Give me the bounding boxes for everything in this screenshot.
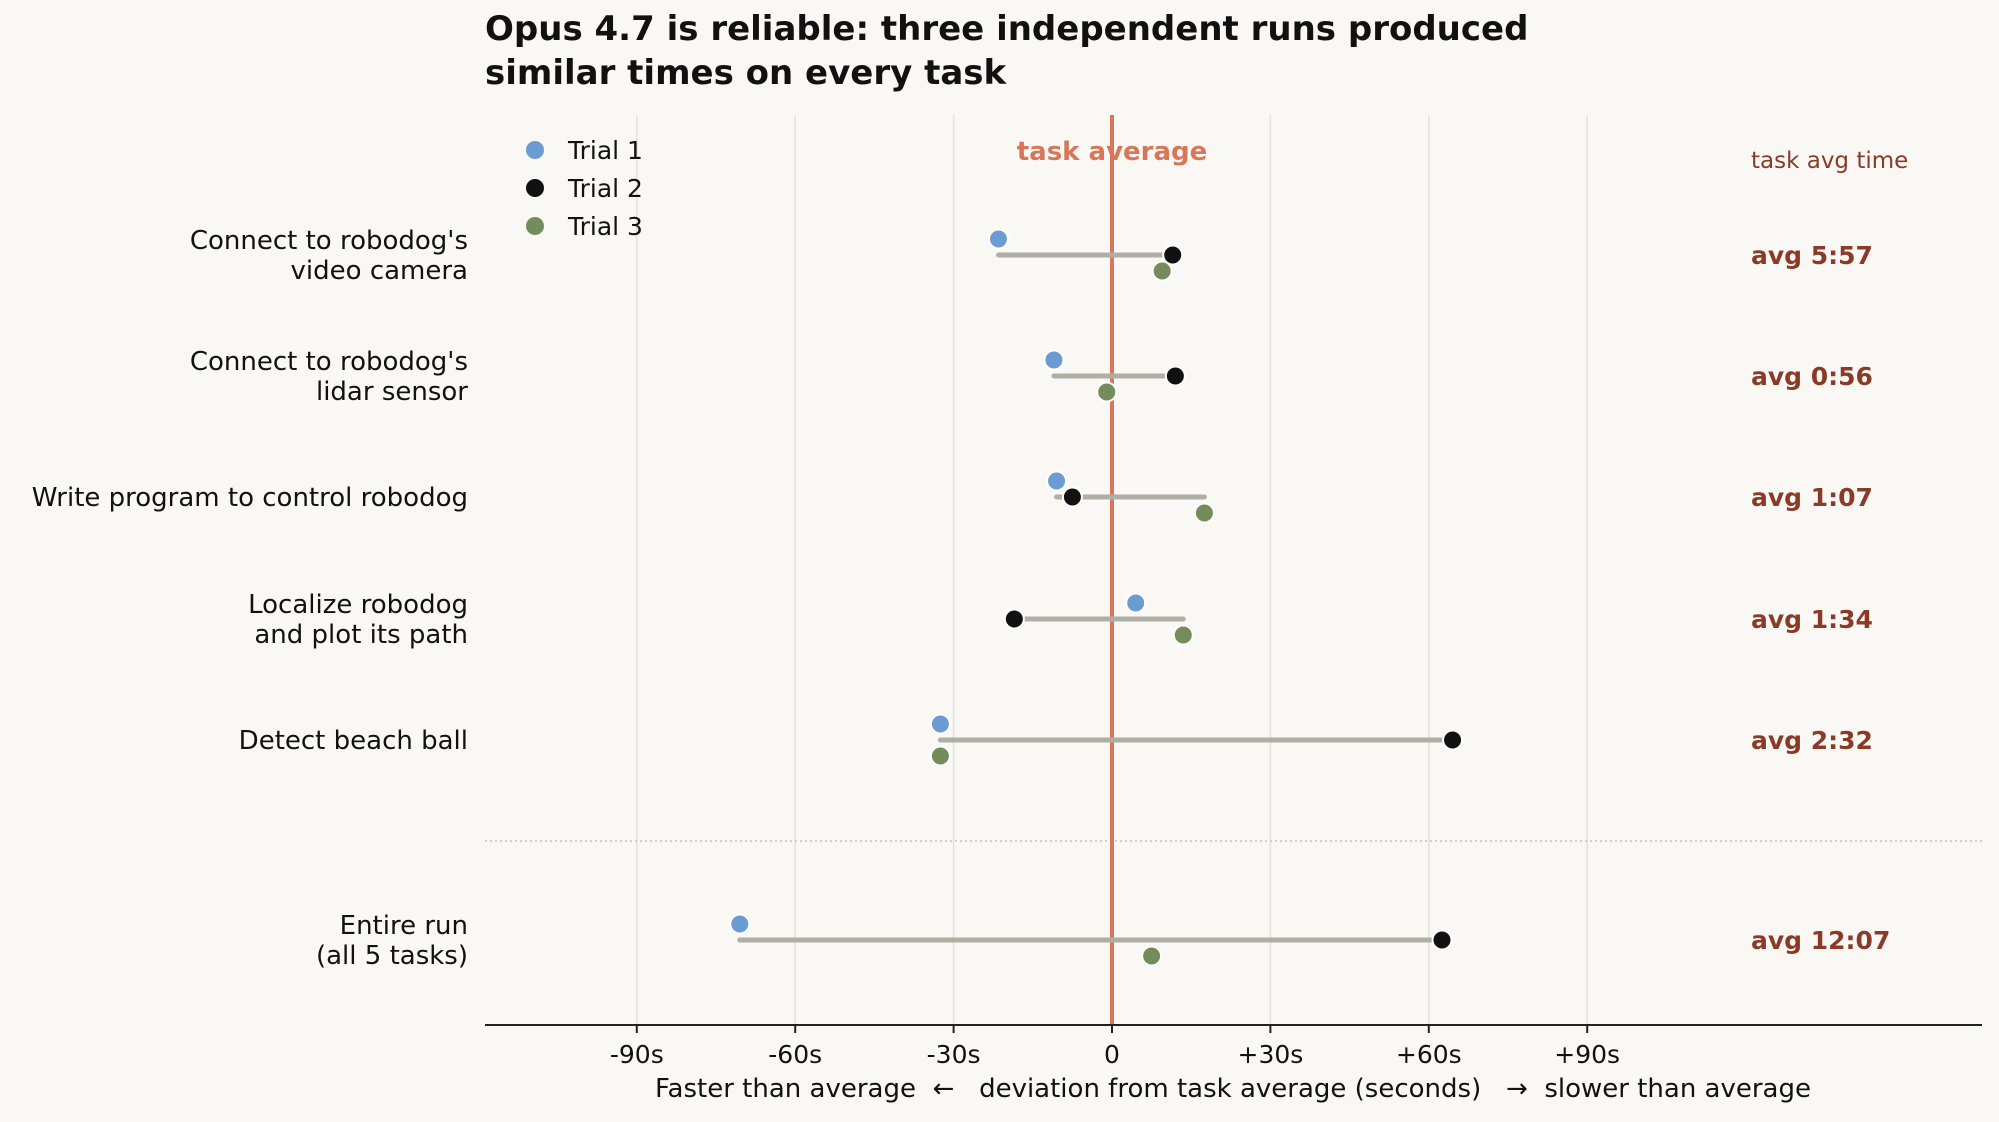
category-label: Connect to robodog's lidar sensor <box>190 347 468 407</box>
x-axis-ticks: -90s -60s -30s 0 +30s +60s +90s <box>610 1025 1620 1069</box>
task-average-label: task average <box>1017 137 1208 167</box>
point-trial-2 <box>1431 929 1453 951</box>
point-trial-1 <box>1046 470 1068 492</box>
point-trial-2 <box>1061 486 1083 508</box>
avg-time-label: avg 2:32 <box>1751 726 1873 755</box>
tick-label: +90s <box>1554 1040 1620 1069</box>
tick-label: +60s <box>1396 1040 1462 1069</box>
legend-marker <box>526 217 544 235</box>
category-labels: Connect to robodog's video camera Connect … <box>32 226 469 971</box>
legend-label: Trial 1 <box>567 136 643 165</box>
category-label: Connect to robodog's video camera <box>190 226 468 286</box>
point-trial-1 <box>1043 349 1065 371</box>
category-label: Detect beach ball <box>239 726 468 756</box>
point-trial-3 <box>1096 381 1118 403</box>
avg-time-label: avg 5:57 <box>1751 241 1873 270</box>
tick-label: 0 <box>1104 1040 1120 1069</box>
point-trial-2 <box>1164 365 1186 387</box>
avg-time-label: avg 12:07 <box>1751 926 1890 955</box>
avg-time-label: avg 0:56 <box>1751 362 1873 391</box>
tick-label: +30s <box>1238 1040 1304 1069</box>
point-trial-2 <box>1162 244 1184 266</box>
grid-lines <box>636 115 1588 1025</box>
category-label: Entire run (all 5 tasks) <box>316 911 468 971</box>
avg-time-label: avg 1:07 <box>1751 483 1873 512</box>
legend: Trial 1 Trial 2 Trial 3 <box>526 136 643 241</box>
point-trial-3 <box>1151 260 1173 282</box>
avg-time-label: avg 1:34 <box>1751 605 1873 634</box>
legend-marker <box>526 141 544 159</box>
point-trial-1 <box>729 913 751 935</box>
point-trial-2 <box>1442 729 1464 751</box>
legend-label: Trial 3 <box>567 212 643 241</box>
data-points <box>729 228 1464 967</box>
tick-label: -90s <box>610 1040 664 1069</box>
legend-marker <box>526 179 544 197</box>
point-trial-3 <box>1193 502 1215 524</box>
range-lines <box>737 252 1456 943</box>
x-axis-label: Faster than average ← deviation from tas… <box>655 1074 1811 1104</box>
point-trial-3 <box>1141 945 1163 967</box>
chart-title: Opus 4.7 is reliable: three independent … <box>485 9 1529 93</box>
point-trial-2 <box>1003 608 1025 630</box>
average-labels: avg 5:57 avg 0:56 avg 1:07 avg 1:34 avg 2:32… <box>1751 241 1890 955</box>
tick-label: -60s <box>768 1040 822 1069</box>
legend-label: Trial 2 <box>567 174 643 203</box>
point-trial-1 <box>929 713 951 735</box>
point-trial-1 <box>987 228 1009 250</box>
point-trial-1 <box>1125 592 1147 614</box>
point-trial-3 <box>1172 624 1194 646</box>
category-label: Localize robodog and plot its path <box>248 590 468 650</box>
point-trial-3 <box>929 745 951 767</box>
category-label: Write program to control robodog <box>32 483 468 513</box>
task-avg-time-header: task avg time <box>1751 148 1908 174</box>
tick-label: -30s <box>927 1040 981 1069</box>
